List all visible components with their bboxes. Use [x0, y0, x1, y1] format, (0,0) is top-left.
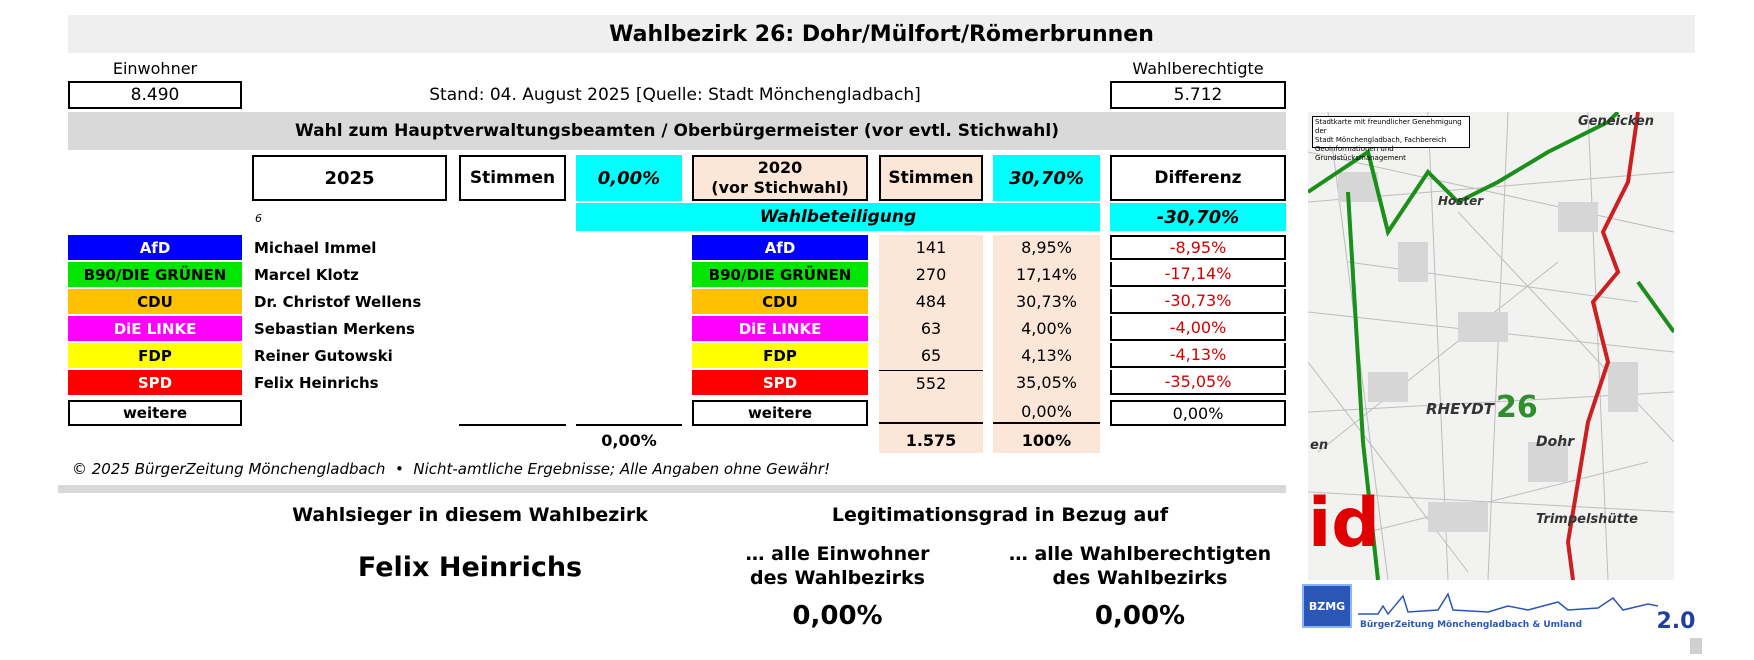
- candidate-name: Reiner Gutowski: [254, 346, 393, 365]
- header-year-2025: 2025: [252, 155, 447, 201]
- party-badge-2020: AfD: [692, 235, 868, 260]
- pct-2020-cell: 4,00%: [1021, 319, 1072, 338]
- small-note: 6: [255, 211, 262, 225]
- total-stimmen-2020: 1.575: [905, 430, 957, 450]
- footer-note: © 2025 BürgerZeitung Mönchengladbach • N…: [72, 460, 831, 478]
- pct-2020-cell: 4,13%: [1021, 346, 1072, 365]
- diff-cell: -30,73%: [1110, 289, 1286, 314]
- weitere-stimmen-2025-line: [459, 424, 566, 426]
- section-title: Wahl zum Hauptverwaltungsbeamten / Oberb…: [68, 112, 1286, 150]
- logo-version: 2.0: [1656, 608, 1696, 634]
- pct-2020-cell: 17,14%: [1015, 265, 1077, 284]
- header-stimmen-2020: Stimmen: [879, 155, 983, 201]
- candidate-name: Marcel Klotz: [254, 265, 359, 284]
- legit-label: Legitimationsgrad in Bezug auf: [831, 504, 1169, 526]
- party-badge-2025: AfD: [68, 235, 242, 260]
- legit-einwohner-line1: … alle Einwohner: [745, 543, 930, 565]
- map-label-trimpels: Trimpelshütte: [1536, 512, 1638, 527]
- stimmen-2020-cell: 65: [920, 346, 942, 365]
- header-year-2020-line2: (vor Stichwahl): [711, 178, 849, 197]
- einwohner-value: 8.490: [68, 81, 242, 109]
- weitere-party-2025: weitere: [68, 400, 242, 426]
- weitere-party-2020: weitere: [692, 400, 868, 426]
- wahlbeteiligung-label: Wahlbeteiligung: [576, 203, 1100, 231]
- diff-cell: -35,05%: [1110, 370, 1286, 395]
- party-badge-2025: SPD: [68, 370, 242, 395]
- legit-einwohner-label: … alle Einwohner des Wahlbezirks: [720, 541, 955, 591]
- total-pct-2020: 100%: [1021, 430, 1072, 450]
- map-label-hoster: Hoster: [1438, 194, 1484, 208]
- logo-badge: BZMG: [1302, 584, 1352, 628]
- header-year-2020-line1: 2020: [757, 158, 803, 177]
- stimmen-2020-cell: 552: [879, 370, 983, 395]
- header-stimmen-2025: Stimmen: [459, 155, 566, 201]
- divider: [58, 485, 1286, 493]
- party-badge-2025: DiE LINKE: [68, 316, 242, 341]
- header-differenz: Differenz: [1110, 155, 1286, 201]
- party-badge-2020: DiE LINKE: [692, 316, 868, 341]
- candidate-name: Dr. Christof Wellens: [254, 292, 422, 311]
- weitere-stimmen-2020: [879, 400, 983, 424]
- map-notice-line2: Stadt Mönchengladbach, Fachbereich: [1315, 136, 1447, 144]
- stand-note: Stand: 04. August 2025 [Quelle: Stadt Mö…: [429, 85, 921, 105]
- sieger-name: Felix Heinrichs: [357, 551, 583, 583]
- header-year-2020: 2020 (vor Stichwahl): [692, 155, 868, 201]
- diff-cell: -17,14%: [1110, 262, 1286, 287]
- legit-berechtigte-value: 0,00%: [1094, 601, 1186, 631]
- map-notice: Stadtkarte mit freundlicher Genehmigung …: [1312, 116, 1470, 162]
- sieger-label: Wahlsieger in diesem Wahlbezirk: [292, 504, 648, 526]
- pct-2020-cell: 35,05%: [1015, 373, 1077, 392]
- total-pct-2025: 0,00%: [601, 430, 657, 450]
- pct-2020-column: [993, 235, 1100, 453]
- stimmen-2020-cell: 484: [915, 292, 947, 311]
- party-badge-2020: FDP: [692, 343, 868, 368]
- diff-cell: -4,00%: [1110, 316, 1286, 341]
- candidate-name: Michael Immel: [254, 238, 377, 257]
- corner-mark: [1690, 638, 1702, 654]
- legit-berechtigte-label: … alle Wahlberechtigten des Wahlbezirks: [1000, 541, 1280, 591]
- district-map: Stadtkarte mit freundlicher Genehmigung …: [1308, 112, 1674, 580]
- candidate-name: Sebastian Merkens: [254, 319, 415, 338]
- stimmen-2020-column: [879, 235, 983, 453]
- weitere-pct-2025-line: [576, 424, 682, 426]
- pct-2020-cell: 30,73%: [1015, 292, 1077, 311]
- legit-berechtigte-line2: des Wahlbezirks: [1052, 567, 1228, 589]
- wahlberechtigte-label: Wahlberechtigte: [1132, 58, 1264, 78]
- map-label-en: en: [1310, 438, 1329, 453]
- party-badge-2020: CDU: [692, 289, 868, 314]
- legit-einwohner-line2: des Wahlbezirks: [750, 567, 925, 589]
- wahlberechtigte-value: 5.712: [1110, 81, 1286, 109]
- legit-einwohner-value: 0,00%: [792, 601, 883, 631]
- map-label-rheydt: RHEYDT: [1426, 400, 1494, 418]
- party-badge-2020: B90/DIE GRÜNEN: [692, 262, 868, 287]
- map-label-geneicken: Geneicken: [1578, 114, 1654, 129]
- header-pct-2025: 0,00%: [576, 155, 682, 201]
- weitere-diff: 0,00%: [1110, 400, 1286, 426]
- diff-cell: -8,95%: [1110, 235, 1286, 260]
- wahlbeteiligung-diff: -30,70%: [1110, 203, 1286, 231]
- party-badge-2025: CDU: [68, 289, 242, 314]
- map-notice-line3: Geoinformationen und Grundstücksmanageme…: [1315, 145, 1406, 162]
- map-notice-line1: Stadtkarte mit freundlicher Genehmigung …: [1315, 118, 1462, 135]
- party-badge-2025: FDP: [68, 343, 242, 368]
- party-badge-2020: SPD: [692, 370, 868, 395]
- pct-2020-cell: 8,95%: [1021, 238, 1072, 257]
- stimmen-2020-cell: 141: [915, 238, 947, 257]
- weitere-pct-2020: 0,00%: [993, 400, 1100, 424]
- page-title: Wahlbezirk 26: Dohr/Mülfort/Römerbrunnen: [68, 15, 1695, 53]
- candidate-name: Felix Heinrichs: [254, 373, 379, 392]
- map-label-dohr: Dohr: [1536, 434, 1575, 450]
- logo-text: BürgerZeitung Mönchengladbach & Umland: [1360, 620, 1583, 630]
- skyline-icon: [1358, 592, 1658, 616]
- map-drawing: [1308, 112, 1674, 580]
- stimmen-2020-cell: 63: [920, 319, 942, 338]
- header-pct-2020: 30,70%: [993, 155, 1100, 201]
- einwohner-label: Einwohner: [112, 58, 198, 78]
- party-badge-2025: B90/DIE GRÜNEN: [68, 262, 242, 287]
- stimmen-2020-cell: 270: [915, 265, 947, 284]
- legit-berechtigte-line1: … alle Wahlberechtigten: [1008, 543, 1272, 565]
- diff-cell: -4,13%: [1110, 343, 1286, 368]
- map-label-district: 26: [1496, 390, 1538, 425]
- map-label-id: id: [1308, 484, 1380, 563]
